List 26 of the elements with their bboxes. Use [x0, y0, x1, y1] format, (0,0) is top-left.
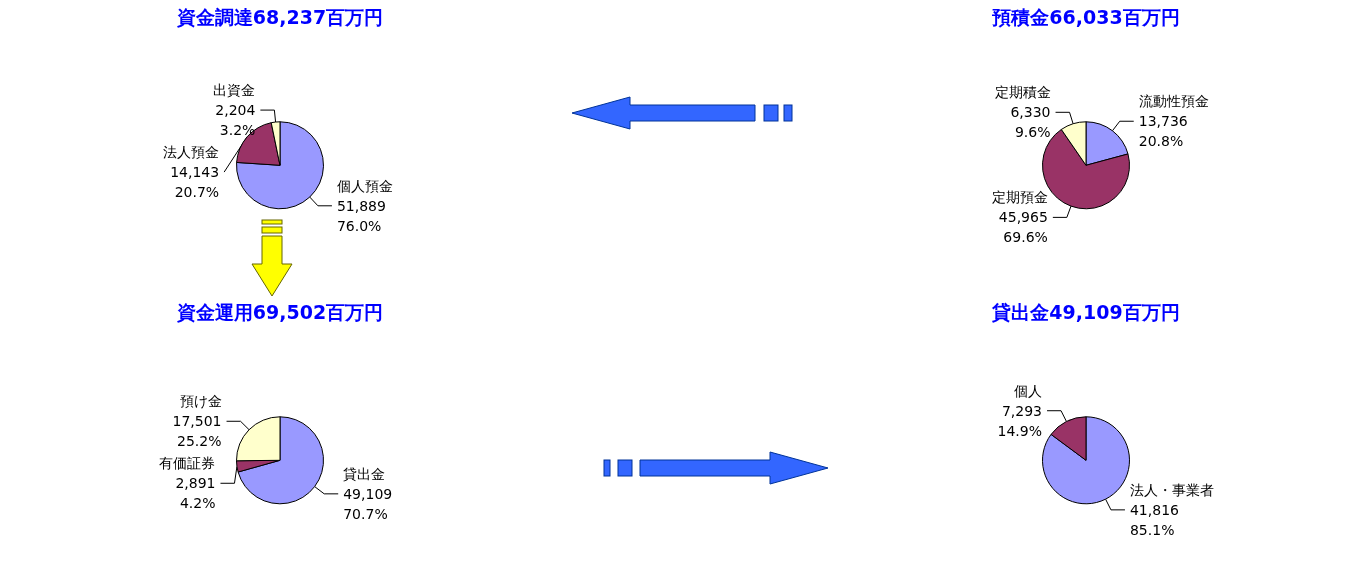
slice-label: 法人預金: [163, 144, 220, 161]
slice-label: 個人: [1014, 382, 1043, 399]
data-label: 45,965 69.6%: [998, 209, 1048, 246]
slice-label: 預け金: [179, 393, 222, 410]
data-label: 7,293 14.9%: [997, 402, 1043, 439]
slice-label: 出資金: [213, 82, 256, 99]
data-label: 49,109 70.7%: [343, 485, 393, 522]
slice-label: 有価証券: [159, 455, 216, 472]
data-label: 41,816 85.1%: [1129, 501, 1180, 538]
slice-label: 貸出金: [343, 465, 386, 482]
data-label: 13,736 20.8%: [1138, 113, 1188, 150]
data-label: 2,891 4.2%: [175, 475, 216, 512]
chart-title: 資金調達68,237百万円: [175, 5, 384, 28]
slice-label: 法人・事業者: [1129, 481, 1214, 498]
data-label: 14,143 20.7%: [170, 164, 220, 201]
data-label: 6,330 9.6%: [1010, 104, 1051, 141]
slice-label: 個人預金: [336, 177, 393, 194]
slice-label: 流動性預金: [1138, 93, 1209, 110]
data-label: 17,501 25.2%: [172, 413, 222, 450]
chart-title: 貸出金49,109百万円: [991, 300, 1180, 323]
chart-title: 資金運用69,502百万円: [175, 300, 384, 323]
chart-title: 預積金66,033百万円: [991, 5, 1180, 28]
data-label: 51,889 76.0%: [336, 197, 386, 234]
slice-label: 定期預金: [991, 189, 1048, 206]
data-label: 2,204 3.2%: [215, 102, 256, 139]
slice-label: 定期積金: [994, 84, 1051, 101]
